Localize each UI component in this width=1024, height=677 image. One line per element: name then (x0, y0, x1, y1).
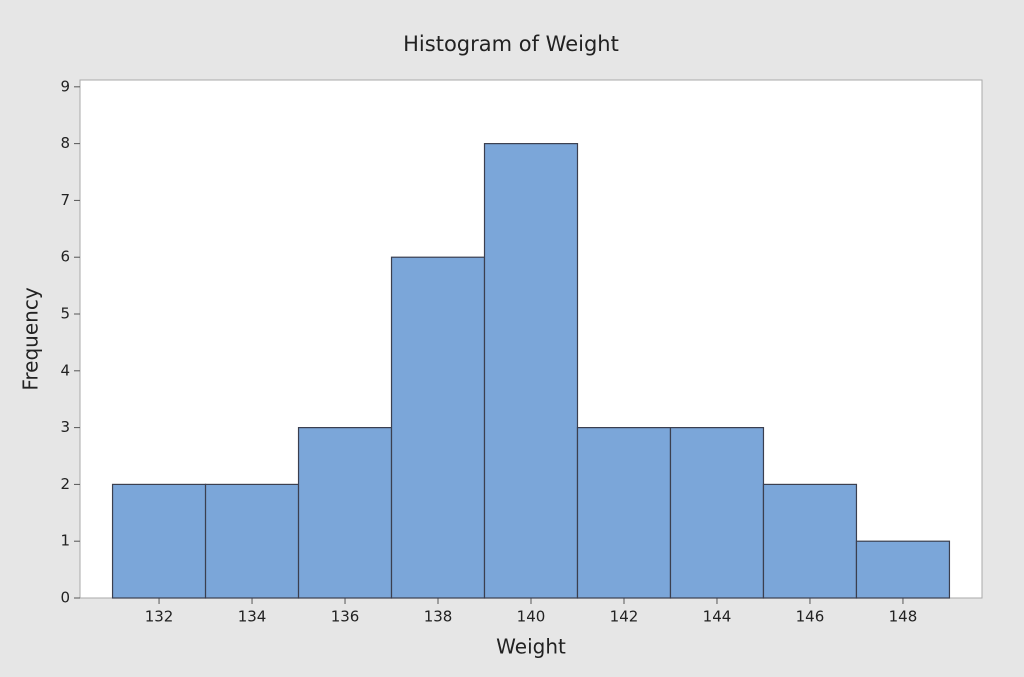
chart-title: Histogram of Weight (403, 32, 619, 56)
y-tick-label: 2 (60, 475, 70, 493)
x-tick-label: 132 (145, 608, 174, 626)
x-tick-label: 136 (331, 608, 360, 626)
y-tick-label: 4 (60, 361, 70, 379)
y-tick-label: 8 (60, 134, 70, 152)
bar (855, 540, 951, 599)
bar (111, 483, 207, 599)
x-tick-label: 138 (424, 608, 453, 626)
x-tick-label: 148 (889, 608, 918, 626)
x-tick-label: 146 (796, 608, 825, 626)
x-axis-label: Weight (496, 635, 566, 659)
bar (297, 427, 393, 599)
y-tick-label: 9 (60, 77, 70, 95)
bar (576, 427, 672, 599)
bar (669, 427, 765, 599)
bar (483, 143, 579, 599)
y-tick-label: 6 (60, 248, 70, 266)
y-axis-label: Frequency (19, 287, 43, 390)
x-tick-label: 140 (517, 608, 546, 626)
x-tick-label: 142 (610, 608, 639, 626)
bar (204, 483, 300, 599)
y-tick-label: 0 (60, 589, 70, 607)
x-tick-label: 134 (238, 608, 267, 626)
y-tick-label: 1 (60, 532, 70, 550)
y-tick-label: 5 (60, 305, 70, 323)
y-tick-label: 7 (60, 191, 70, 209)
bar (390, 256, 486, 599)
x-tick-label: 144 (703, 608, 732, 626)
bar (762, 483, 858, 599)
y-tick-label: 3 (60, 418, 70, 436)
